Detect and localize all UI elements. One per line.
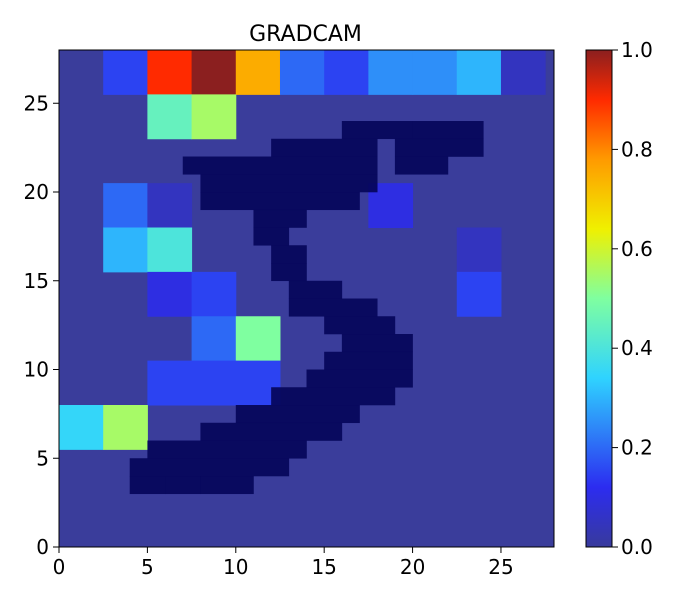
heatmap-cell <box>412 50 458 95</box>
y-tick-label: 15 <box>24 269 49 293</box>
heatmap-cells <box>59 50 546 450</box>
heatmap-cell <box>456 227 502 273</box>
heatmap-cell <box>235 50 281 95</box>
heatmap-cell <box>103 183 148 228</box>
digit-pixel <box>394 156 449 175</box>
digit-pixels <box>129 121 484 495</box>
digit-pixel <box>271 245 307 264</box>
digit-pixel <box>288 298 378 317</box>
heatmap-cell <box>147 94 193 140</box>
x-tick-label: 20 <box>400 555 425 579</box>
y-axis: 0 5 10 15 20 25 <box>24 91 59 559</box>
heatmap-cell <box>500 50 546 95</box>
digit-pixel <box>253 209 307 228</box>
digit-pixel <box>147 440 307 459</box>
colorbar-tick-label: 0.0 <box>621 535 653 559</box>
digit-pixel <box>341 334 413 353</box>
digit-pixel <box>200 422 343 441</box>
heatmap-cell <box>103 50 148 95</box>
digit-pixel <box>271 138 378 157</box>
heatmap-cell <box>235 316 281 362</box>
digit-pixel <box>271 387 396 406</box>
digit-pixel <box>324 351 413 370</box>
heatmap-cell <box>368 50 414 95</box>
heatmap-cell <box>147 227 193 273</box>
digit-pixel <box>182 156 378 175</box>
x-tick-label: 15 <box>311 555 336 579</box>
x-tick-label: 25 <box>488 555 513 579</box>
digit-pixel <box>394 138 484 157</box>
plot-area <box>58 49 555 548</box>
heatmap-cell <box>103 405 148 450</box>
x-tick-label: 5 <box>141 555 154 579</box>
y-tick-label: 0 <box>36 535 49 559</box>
heatmap-cell <box>59 405 104 450</box>
digit-pixel <box>271 263 307 282</box>
digit-pixel <box>324 316 396 335</box>
heatmap-cell <box>191 94 237 140</box>
heatmap-cell <box>191 50 237 95</box>
colorbar-tick-label: 0.6 <box>621 237 653 261</box>
digit-pixel <box>129 476 166 495</box>
y-tick-label: 10 <box>24 358 49 382</box>
digit-pixel <box>306 369 413 388</box>
digit-pixel <box>412 121 484 140</box>
colorbar-tick-label: 0.8 <box>621 137 653 161</box>
heatmap-cell <box>103 227 148 273</box>
heatmap-cell <box>456 271 502 317</box>
digit-pixel <box>253 227 290 246</box>
y-tick-label: 25 <box>24 91 49 115</box>
heatmap-cell <box>191 360 237 406</box>
heatmap-cell <box>147 50 193 95</box>
heatmap-cell <box>324 50 369 95</box>
heatmap-cell <box>191 271 237 317</box>
y-tick-label: 20 <box>24 180 49 204</box>
digit-pixel <box>341 121 413 140</box>
heatmap-cell <box>279 50 325 95</box>
digit-pixel <box>200 174 378 193</box>
colorbar: 0.0 0.2 0.4 0.6 0.8 1.0 <box>585 38 653 559</box>
plot-frame <box>58 49 555 548</box>
x-tick-label: 0 <box>53 555 66 579</box>
digit-pixel <box>129 458 290 477</box>
heatmap-cell <box>147 271 193 317</box>
digit-pixel <box>165 476 201 495</box>
heatmap-cell <box>147 183 193 228</box>
heatmap-cell <box>147 360 193 406</box>
digit-pixel <box>288 280 343 299</box>
colorbar-tick-label: 1.0 <box>621 38 653 62</box>
x-tick-label: 10 <box>223 555 248 579</box>
colorbar-tick-label: 0.2 <box>621 436 653 460</box>
digit-pixel <box>200 476 254 495</box>
digit-pixel <box>235 405 360 424</box>
x-axis: 0 5 10 15 20 25 <box>53 547 514 579</box>
colorbar-tick-label: 0.4 <box>621 336 653 360</box>
heatmap-cell <box>456 50 502 95</box>
colorbar-ticks: 0.0 0.2 0.4 0.6 0.8 1.0 <box>612 38 653 559</box>
y-tick-label: 5 <box>36 446 49 470</box>
heatmap-cell <box>191 316 237 362</box>
digit-pixel <box>200 192 360 211</box>
chart-title: GRADCAM <box>249 22 362 47</box>
colorbar-gradient <box>585 49 613 548</box>
